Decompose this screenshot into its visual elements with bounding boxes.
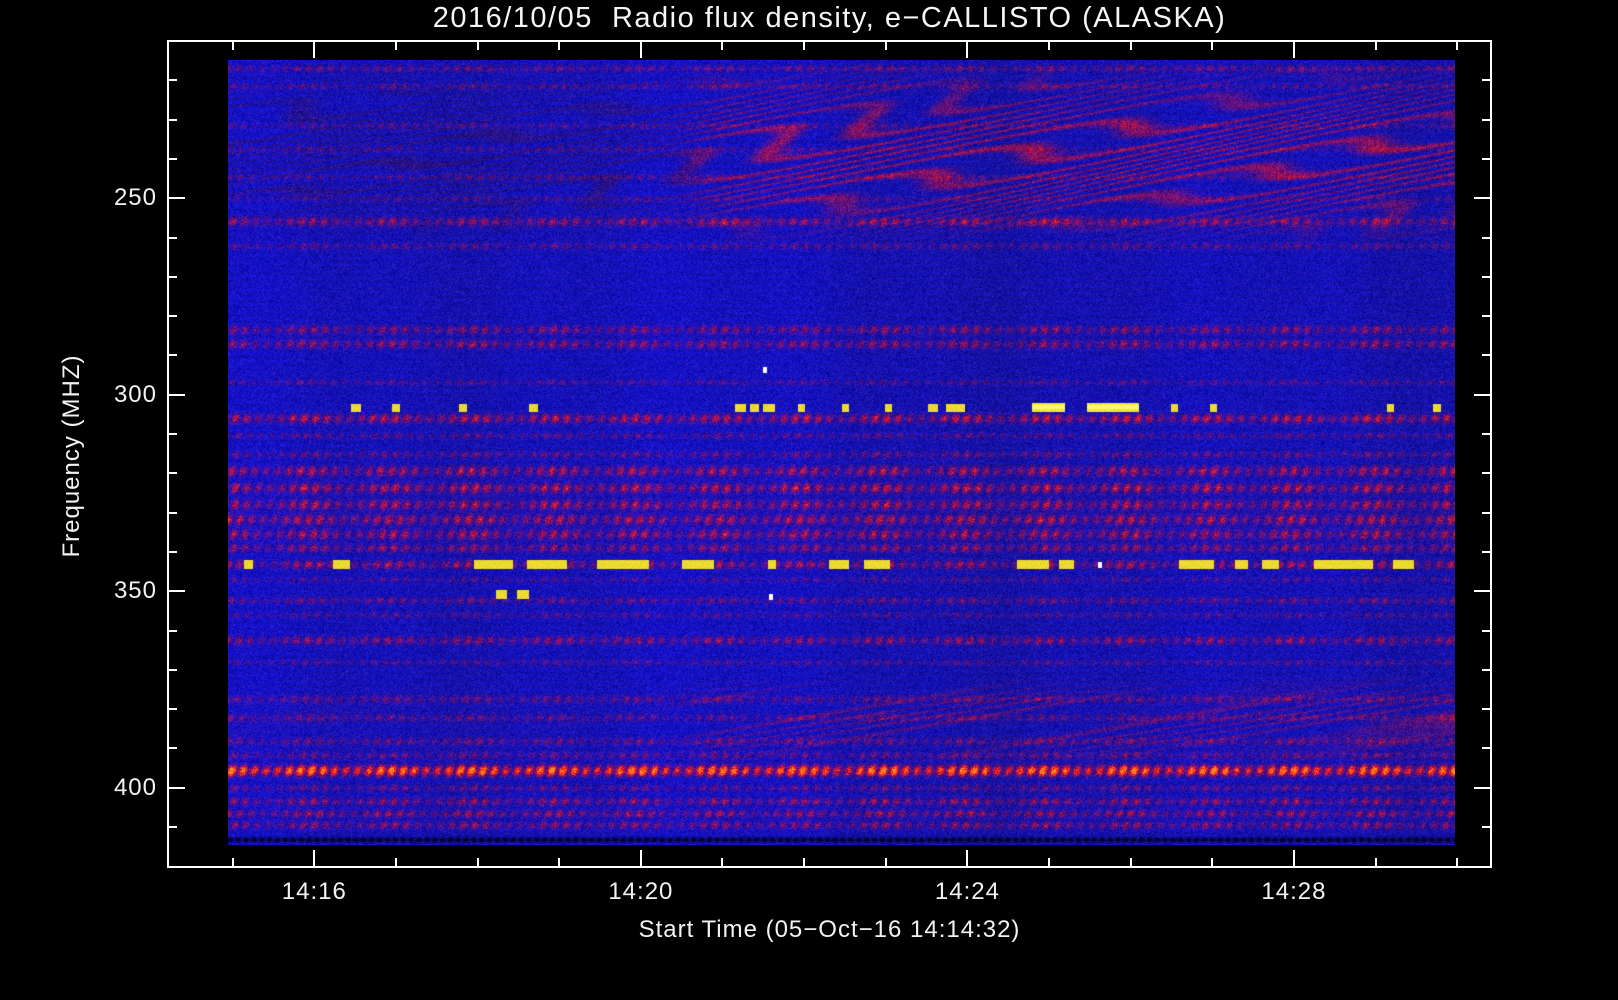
x-major-tick bbox=[966, 42, 969, 58]
x-minor-tick bbox=[476, 42, 479, 50]
y-major-tick bbox=[169, 197, 185, 200]
x-major-tick bbox=[639, 42, 642, 58]
y-minor-tick bbox=[169, 472, 177, 475]
y-minor-tick bbox=[1482, 511, 1490, 514]
x-minor-tick bbox=[476, 858, 479, 866]
x-major-tick bbox=[639, 850, 642, 866]
x-minor-tick bbox=[1048, 858, 1051, 866]
y-minor-tick bbox=[169, 550, 177, 553]
chart-title: 2016/10/05 Radio flux density, e−CALLIST… bbox=[432, 2, 1227, 34]
y-minor-tick bbox=[169, 79, 177, 82]
y-major-tick bbox=[1474, 393, 1490, 396]
y-minor-tick bbox=[1482, 472, 1490, 475]
x-major-tick bbox=[1292, 42, 1295, 58]
y-major-tick bbox=[169, 393, 185, 396]
x-major-tick bbox=[966, 850, 969, 866]
x-minor-tick bbox=[721, 42, 724, 50]
x-minor-tick bbox=[1211, 858, 1214, 866]
x-minor-tick bbox=[1374, 42, 1377, 50]
x-minor-tick bbox=[231, 858, 234, 866]
x-minor-tick bbox=[1129, 42, 1132, 50]
x-minor-tick bbox=[1456, 858, 1459, 866]
x-minor-tick bbox=[558, 858, 561, 866]
y-major-tick bbox=[1474, 786, 1490, 789]
y-major-tick bbox=[169, 590, 185, 593]
x-axis-label: Start Time (05−Oct−16 14:14:32) bbox=[638, 916, 1021, 943]
y-minor-tick bbox=[169, 315, 177, 318]
x-minor-tick bbox=[1048, 42, 1051, 50]
x-tick-label: 14:20 bbox=[608, 878, 674, 905]
y-tick-label: 350 bbox=[113, 577, 157, 605]
x-minor-tick bbox=[394, 858, 397, 866]
x-tick-label: 14:24 bbox=[934, 878, 1000, 905]
y-minor-tick bbox=[1482, 629, 1490, 632]
y-tick-label: 250 bbox=[113, 184, 157, 212]
plot-frame: 14:16 14:20 14:24 14:28 250 300 350 400 bbox=[114, 40, 1492, 905]
y-minor-tick bbox=[1482, 433, 1490, 436]
x-minor-tick bbox=[1129, 858, 1132, 866]
y-minor-tick bbox=[1482, 826, 1490, 829]
y-tick-label: 400 bbox=[113, 773, 157, 801]
y-minor-tick bbox=[169, 236, 177, 239]
y-major-tick bbox=[1474, 590, 1490, 593]
x-minor-tick bbox=[803, 858, 806, 866]
y-minor-tick bbox=[169, 433, 177, 436]
x-minor-tick bbox=[1374, 858, 1377, 866]
x-minor-tick bbox=[803, 42, 806, 50]
x-minor-tick bbox=[721, 858, 724, 866]
x-major-tick bbox=[1292, 850, 1295, 866]
x-major-tick bbox=[313, 42, 316, 58]
y-minor-tick bbox=[1482, 315, 1490, 318]
y-minor-tick bbox=[169, 157, 177, 160]
x-minor-tick bbox=[558, 42, 561, 50]
y-minor-tick bbox=[1482, 275, 1490, 278]
y-minor-tick bbox=[1482, 354, 1490, 357]
y-minor-tick bbox=[169, 668, 177, 671]
y-minor-tick bbox=[169, 511, 177, 514]
y-tick-label: 300 bbox=[113, 380, 157, 408]
y-minor-tick bbox=[169, 118, 177, 121]
x-tick-label: 14:16 bbox=[281, 878, 347, 905]
x-minor-tick bbox=[1211, 42, 1214, 50]
y-minor-tick bbox=[1482, 79, 1490, 82]
y-minor-tick bbox=[1482, 236, 1490, 239]
x-tick-label: 14:28 bbox=[1261, 878, 1327, 905]
x-minor-tick bbox=[884, 858, 887, 866]
y-minor-tick bbox=[169, 747, 177, 750]
y-minor-tick bbox=[1482, 747, 1490, 750]
y-minor-tick bbox=[169, 629, 177, 632]
y-minor-tick bbox=[1482, 118, 1490, 121]
y-minor-tick bbox=[169, 826, 177, 829]
y-major-tick bbox=[1474, 197, 1490, 200]
y-axis-label: Frequency (MHZ) bbox=[58, 354, 85, 558]
x-minor-tick bbox=[1456, 42, 1459, 50]
y-minor-tick bbox=[1482, 708, 1490, 711]
y-minor-tick bbox=[169, 354, 177, 357]
x-minor-tick bbox=[394, 42, 397, 50]
x-minor-tick bbox=[231, 42, 234, 50]
spectrogram-heatmap bbox=[228, 60, 1455, 845]
x-major-tick bbox=[313, 850, 316, 866]
y-minor-tick bbox=[1482, 157, 1490, 160]
y-minor-tick bbox=[1482, 550, 1490, 553]
y-minor-tick bbox=[169, 275, 177, 278]
y-major-tick bbox=[169, 786, 185, 789]
x-minor-tick bbox=[884, 42, 887, 50]
y-minor-tick bbox=[1482, 668, 1490, 671]
y-minor-tick bbox=[169, 708, 177, 711]
